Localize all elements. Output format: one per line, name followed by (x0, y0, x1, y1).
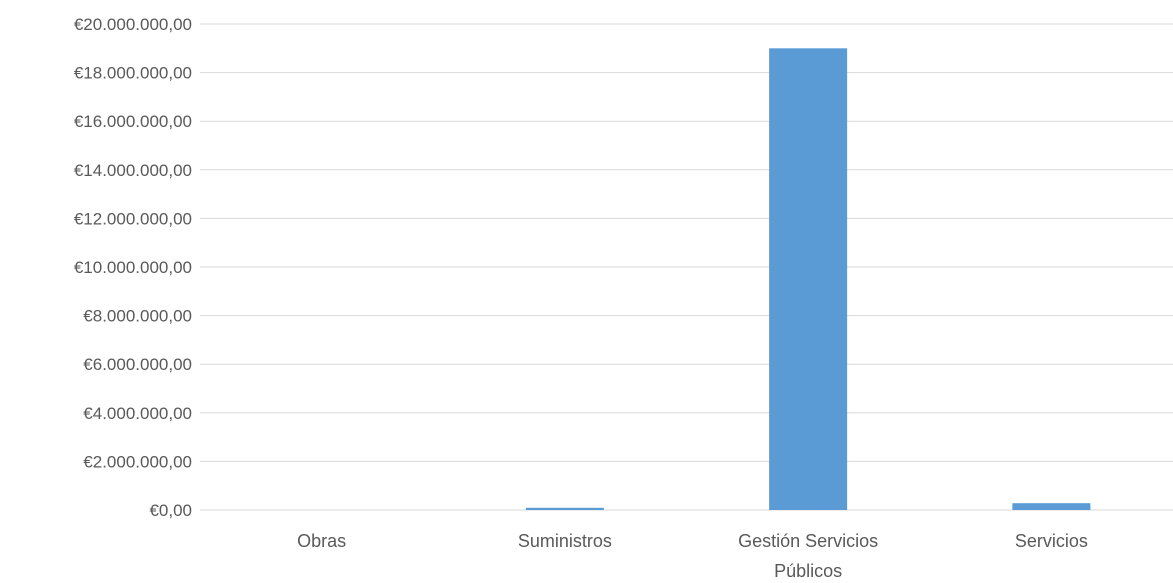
y-tick-label: €2.000.000,00 (83, 452, 192, 471)
y-tick-label: €18.000.000,00 (74, 64, 192, 83)
y-tick-label: €12.000.000,00 (74, 209, 192, 228)
y-tick-label: €0,00 (149, 501, 192, 520)
bars (525, 48, 1091, 511)
x-category-label: Públicos (774, 561, 842, 581)
bar (1012, 503, 1091, 510)
y-axis-tick-labels: €0,00 €2.000.000,00 €4.000.000,00 €6.000.00… (74, 15, 192, 520)
x-category-label: Gestión Servicios (738, 531, 878, 551)
gridlines (200, 23, 1173, 511)
y-tick-label: €6.000.000,00 (83, 355, 192, 374)
y-tick-label: €14.000.000,00 (74, 161, 192, 180)
x-category-label: Suministros (518, 531, 612, 551)
y-tick-label: €10.000.000,00 (74, 258, 192, 277)
x-category-label: Servicios (1015, 531, 1088, 551)
y-tick-label: €8.000.000,00 (83, 307, 192, 326)
y-tick-label: €4.000.000,00 (83, 404, 192, 423)
bar (769, 48, 848, 511)
y-tick-label: €16.000.000,00 (74, 112, 192, 131)
x-axis-category-labels: Obras Suministros Gestión Servicios Público… (297, 531, 1088, 581)
x-category-label: Obras (297, 531, 346, 551)
y-tick-label: €20.000.000,00 (74, 15, 192, 34)
bar (525, 507, 604, 510)
